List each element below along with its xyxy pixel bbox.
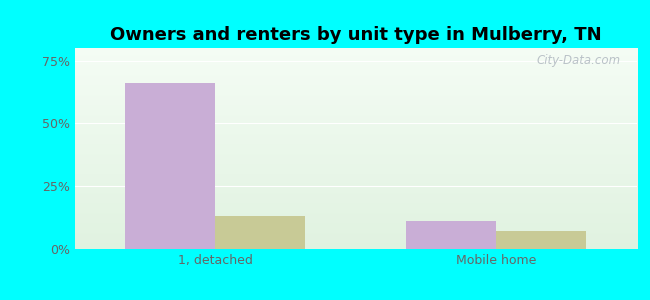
Bar (406, 221, 497, 249)
Bar (215, 216, 306, 249)
Title: Owners and renters by unit type in Mulberry, TN: Owners and renters by unit type in Mulbe… (110, 26, 602, 44)
Bar (125, 83, 215, 249)
Bar (497, 231, 586, 249)
Text: City-Data.com: City-Data.com (536, 54, 620, 67)
